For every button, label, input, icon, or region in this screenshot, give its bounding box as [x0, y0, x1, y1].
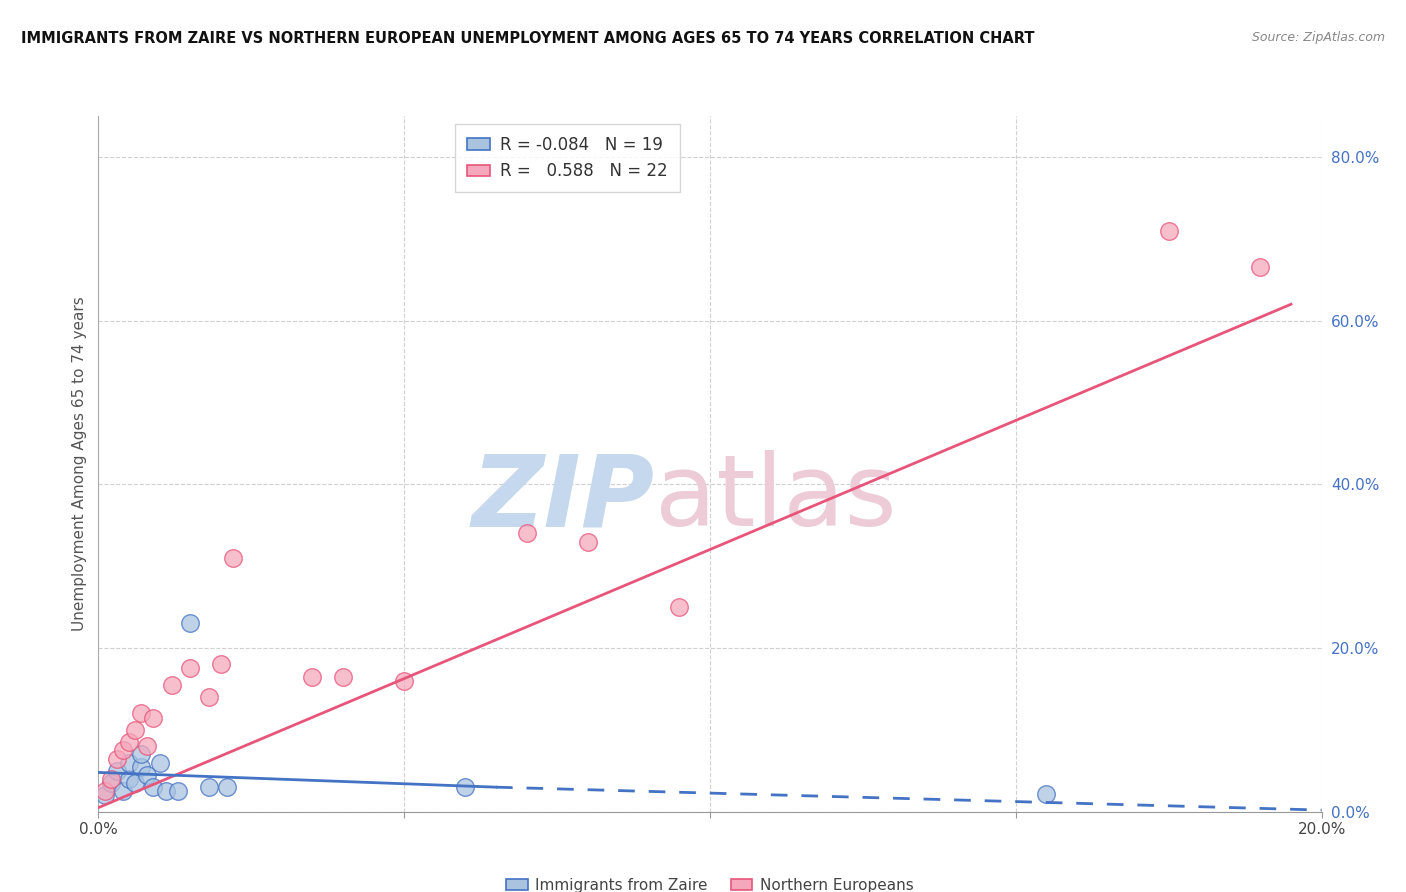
Point: [222, 551, 245, 566]
Text: Source: ZipAtlas.com: Source: ZipAtlas.com: [1251, 31, 1385, 45]
Y-axis label: Unemployment Among Ages 65 to 74 years: Unemployment Among Ages 65 to 74 years: [72, 296, 87, 632]
Point: [209, 657, 232, 672]
Point: [516, 526, 538, 541]
Point: [197, 780, 219, 794]
Point: [392, 673, 416, 688]
Point: [301, 670, 323, 684]
Point: [100, 776, 122, 790]
Point: [576, 534, 599, 549]
Point: [118, 735, 141, 749]
Point: [129, 760, 152, 774]
Point: [332, 670, 354, 684]
Text: ZIP: ZIP: [472, 450, 655, 547]
Point: [129, 747, 152, 762]
Point: [197, 690, 219, 705]
Point: [136, 739, 159, 754]
Point: [124, 776, 146, 790]
Point: [167, 784, 190, 798]
Point: [129, 706, 152, 721]
Point: [454, 780, 477, 794]
Text: atlas: atlas: [655, 450, 897, 547]
Point: [160, 678, 183, 692]
Point: [111, 784, 134, 798]
Point: [215, 780, 238, 794]
Text: IMMIGRANTS FROM ZAIRE VS NORTHERN EUROPEAN UNEMPLOYMENT AMONG AGES 65 TO 74 YEAR: IMMIGRANTS FROM ZAIRE VS NORTHERN EUROPE…: [21, 31, 1035, 46]
Point: [136, 768, 159, 782]
Point: [179, 661, 201, 675]
Point: [179, 616, 201, 631]
Point: [118, 772, 141, 786]
Point: [668, 600, 690, 615]
Point: [100, 772, 122, 786]
Point: [93, 789, 115, 803]
Point: [105, 764, 128, 778]
Point: [1249, 260, 1271, 275]
Point: [142, 780, 165, 794]
Point: [1035, 787, 1057, 801]
Point: [105, 751, 128, 765]
Point: [124, 723, 146, 737]
Point: [155, 784, 177, 798]
Point: [149, 756, 172, 770]
Point: [142, 710, 165, 724]
Point: [93, 784, 115, 798]
Point: [111, 743, 134, 757]
Point: [1157, 223, 1180, 237]
Point: [118, 756, 141, 770]
Legend: Immigrants from Zaire, Northern Europeans: Immigrants from Zaire, Northern European…: [501, 871, 920, 892]
